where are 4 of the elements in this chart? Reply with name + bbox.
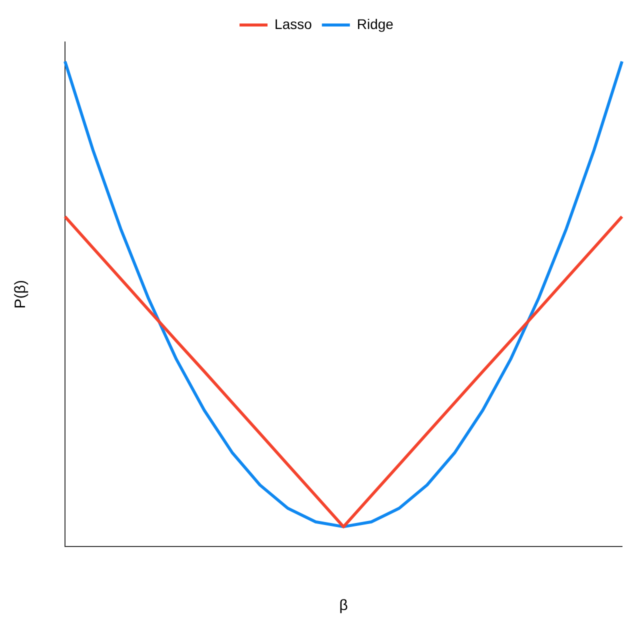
- x-axis-title: β: [339, 597, 348, 614]
- legend-label: Lasso: [274, 16, 312, 32]
- y-axis-title: P(β): [12, 280, 30, 309]
- legend-label: Ridge: [356, 16, 394, 32]
